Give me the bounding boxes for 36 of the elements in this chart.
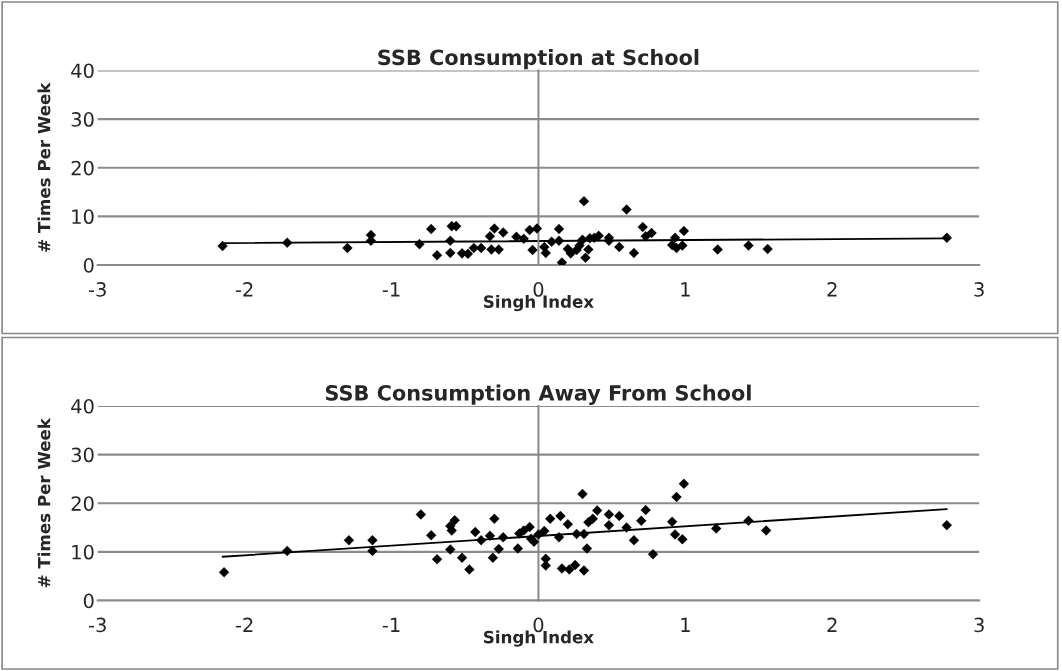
point [553, 235, 565, 246]
point [556, 257, 568, 266]
point [445, 235, 456, 246]
x-tick-label: -2 [235, 617, 253, 632]
x-tick-label: -2 [235, 282, 253, 297]
point [669, 232, 681, 243]
point [743, 240, 754, 251]
y-tick-label: 30 [71, 112, 94, 127]
x-tick-label: 1 [681, 617, 690, 632]
y-tick-label: 0 [83, 258, 94, 273]
point [217, 240, 228, 252]
point [484, 231, 496, 242]
x-tick-label: -3 [88, 282, 106, 297]
point [498, 227, 509, 238]
x-tick-label: 2 [827, 617, 837, 632]
x-tick-label: -3 [88, 617, 106, 633]
y-tick-label: 10 [72, 209, 94, 225]
x-tick-label: -1 [382, 282, 400, 297]
chart-title: SSB Consumption at School [378, 49, 699, 70]
point [553, 223, 565, 235]
y-tick-label: 40 [71, 63, 94, 79]
y-tick-label: 20 [71, 160, 94, 176]
y-axis-title: # Times Per Week [37, 82, 51, 252]
x-tick-label: -1 [382, 617, 400, 632]
x-tick-label: 3 [974, 282, 984, 297]
y-tick-label: 20 [71, 496, 94, 511]
y-tick-label: 40 [71, 398, 94, 414]
y-tick-label: 0 [83, 593, 94, 609]
chart-title: SSB Consumption Away From School [325, 384, 751, 405]
x-tick-label: 3 [974, 617, 984, 633]
y-tick-label: 30 [71, 447, 94, 463]
x-tick-label: 1 [681, 282, 690, 297]
point [578, 196, 590, 207]
y-axis-title: # Times Per Week [37, 417, 51, 588]
x-tick-label: 2 [827, 282, 837, 297]
y-tick-label: 10 [72, 544, 94, 560]
